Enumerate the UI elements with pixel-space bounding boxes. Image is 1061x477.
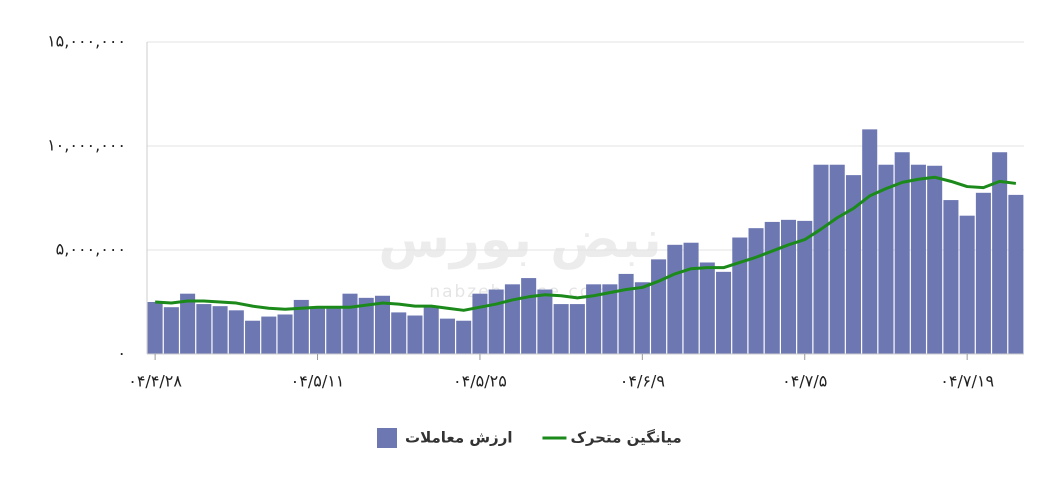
bar <box>910 164 926 354</box>
x-tick-label: ۰۴/۷/۱۹ <box>940 372 994 391</box>
bar <box>959 215 975 354</box>
bar <box>975 192 991 354</box>
bar <box>716 271 732 354</box>
x-tick-label: ۰۴/۶/۹ <box>620 372 665 391</box>
bar <box>537 289 553 354</box>
bar <box>829 164 845 354</box>
bar <box>504 284 520 354</box>
y-tick-label: ۱۰,۰۰۰,۰۰۰ <box>47 136 126 155</box>
bar <box>634 282 650 354</box>
bar <box>845 175 861 354</box>
x-tick-label: ۰۴/۷/۵ <box>782 372 827 391</box>
y-tick-label: ۱۵,۰۰۰,۰۰۰ <box>47 32 126 51</box>
bar <box>748 228 764 354</box>
bar <box>553 304 569 354</box>
legend-label: میانگین متحرک <box>570 429 681 447</box>
bar <box>310 308 326 354</box>
bar <box>358 297 374 354</box>
bar <box>943 200 959 354</box>
bar <box>407 315 423 354</box>
bar <box>992 152 1008 354</box>
bar <box>293 299 309 354</box>
bar <box>196 304 212 354</box>
bar <box>439 318 455 354</box>
bar <box>1008 194 1024 354</box>
bar <box>667 244 683 354</box>
bar <box>488 289 504 354</box>
bar <box>212 306 228 354</box>
y-tick-label: ۰ <box>117 344 126 363</box>
bar <box>391 312 407 354</box>
bar <box>277 314 293 354</box>
bar <box>699 262 715 354</box>
bar <box>683 242 699 354</box>
x-tick-label: ۰۴/۵/۱۱ <box>291 372 345 391</box>
bar <box>586 284 602 354</box>
bar <box>245 320 261 354</box>
bar <box>651 259 667 354</box>
bar <box>894 152 910 354</box>
bar <box>228 310 244 354</box>
bar <box>862 129 878 354</box>
x-tick-label: ۰۴/۴/۲۸ <box>128 372 182 391</box>
bar <box>602 284 618 354</box>
bar <box>163 307 179 354</box>
bar <box>261 316 277 354</box>
watermark: نبض بورس <box>378 210 662 270</box>
bar <box>780 219 797 354</box>
x-tick-label: ۰۴/۵/۲۵ <box>453 372 507 391</box>
bar <box>813 164 829 354</box>
bar <box>147 302 163 354</box>
bar <box>423 306 439 354</box>
bar <box>878 164 894 354</box>
line <box>155 175 1017 312</box>
bar <box>764 221 780 354</box>
y-tick-label: ۵,۰۰۰,۰۰۰ <box>56 240 126 259</box>
bar <box>374 295 391 354</box>
bar <box>326 306 342 354</box>
bar <box>732 237 748 354</box>
bar <box>180 293 196 354</box>
bar <box>927 165 943 354</box>
bar <box>521 278 537 354</box>
bar <box>472 293 488 354</box>
legend-swatch <box>377 428 397 448</box>
bar <box>569 304 585 354</box>
bar <box>456 320 472 354</box>
bar <box>342 293 358 354</box>
legend-label: ارزش معاملات <box>405 429 512 447</box>
bar <box>618 273 634 354</box>
bar <box>797 220 813 354</box>
